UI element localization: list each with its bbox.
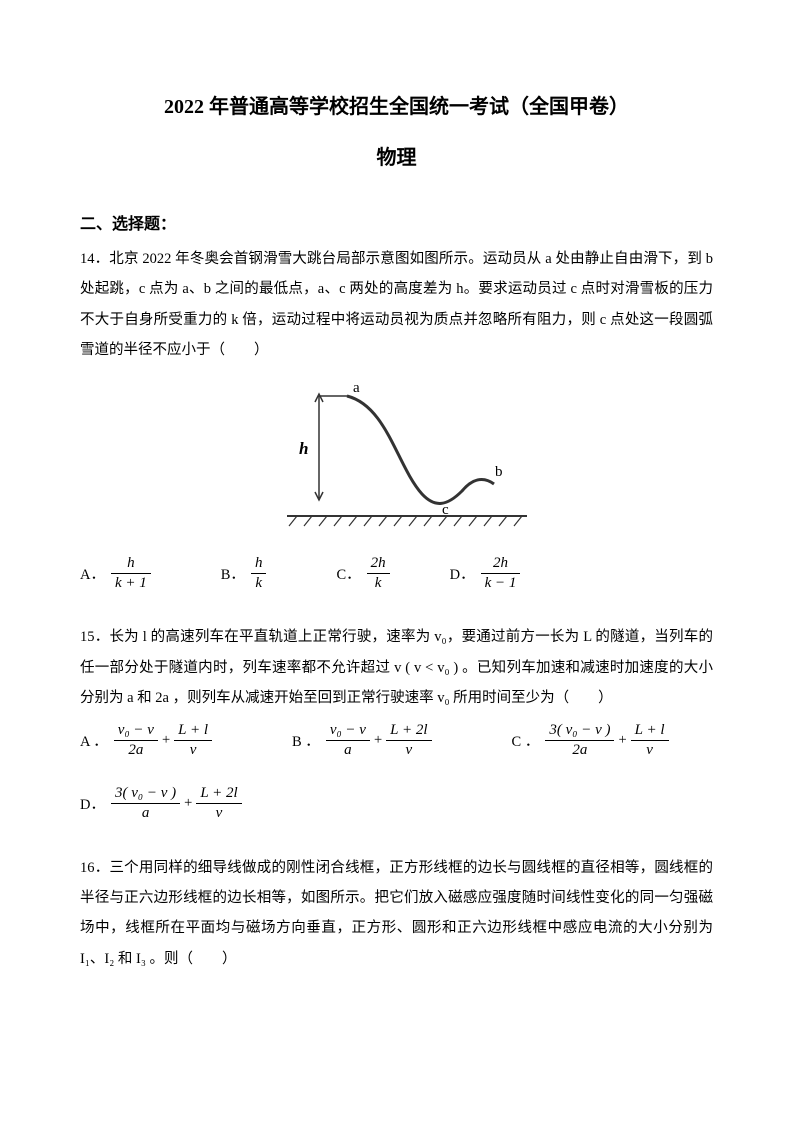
option-label: B ．: [292, 730, 320, 751]
fraction: h k + 1: [111, 555, 151, 593]
exam-page: 2022 年普通高等学校招生全国统一考试（全国甲卷） 物理 二、选择题： 14．…: [0, 0, 793, 1122]
q15-option-b: B ． v₀ − va + L + 2lv: [292, 722, 432, 760]
option-label: C ．: [512, 730, 540, 751]
q14-option-b: B． h k: [221, 555, 267, 593]
option-label: A．: [80, 563, 105, 584]
q14-option-c: C． 2h k: [336, 555, 389, 593]
q15-options: A ． v₀ − v2a + L + lv B ． v₀ − va + L + …: [80, 722, 713, 835]
q14-figure: a b c h: [80, 376, 713, 541]
q14-options: A． h k + 1 B． h k C． 2h k D． 2h k − 1: [80, 555, 713, 605]
exam-subject: 物理: [80, 141, 713, 170]
fraction: 2h k − 1: [481, 555, 521, 593]
section-heading: 二、选择题：: [80, 210, 713, 234]
svg-text:h: h: [299, 439, 308, 458]
fraction: 2h k: [367, 555, 390, 593]
q15-option-d: D． 3( v₀ − v )a + L + 2lv: [80, 785, 673, 823]
option-label: D．: [450, 563, 475, 584]
q14-option-a: A． h k + 1: [80, 555, 151, 593]
fraction: h k: [251, 555, 267, 593]
q14-option-d: D． 2h k − 1: [450, 555, 521, 593]
option-label: A ．: [80, 730, 108, 751]
option-label: D．: [80, 793, 105, 814]
q15-text: 15．长为 l 的高速列车在平直轨道上正常行驶，速率为 v₀，要通过前方一长为 …: [80, 622, 713, 713]
q15-option-c: C ． 3( v₀ − v )2a + L + lv: [512, 722, 669, 760]
q16-text: 16．三个用同样的细导线做成的刚性闭合线框，正方形线框的边长与圆线框的直径相等，…: [80, 853, 713, 975]
svg-text:b: b: [495, 464, 503, 480]
option-label: B．: [221, 563, 245, 584]
ski-jump-diagram-icon: a b c h: [247, 376, 547, 536]
option-label: C．: [336, 563, 360, 584]
q15-option-a: A ． v₀ − v2a + L + lv: [80, 722, 212, 760]
q14-text: 14．北京 2022 年冬奥会首钢滑雪大跳台局部示意图如图所示。运动员从 a 处…: [80, 244, 713, 366]
svg-text:c: c: [442, 502, 449, 518]
svg-text:a: a: [353, 380, 360, 396]
exam-title: 2022 年普通高等学校招生全国统一考试（全国甲卷）: [80, 90, 713, 119]
